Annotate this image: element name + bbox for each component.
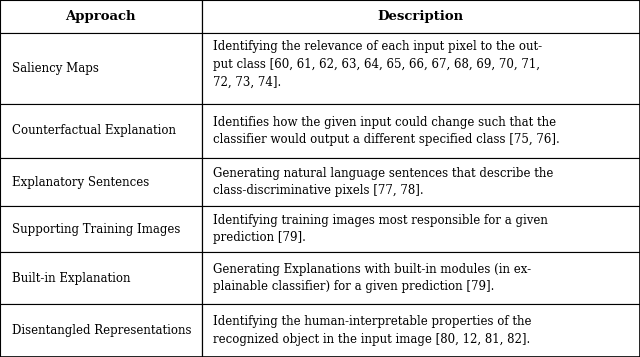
Text: Disentangled Representations: Disentangled Representations (12, 324, 191, 337)
Bar (0, 305, 202, 357)
Text: Counterfactual Explanation: Counterfactual Explanation (12, 125, 175, 137)
Text: Explanatory Sentences: Explanatory Sentences (12, 176, 148, 188)
Bar (202, 252, 640, 305)
Bar (202, 158, 640, 206)
Text: Supporting Training Images: Supporting Training Images (12, 223, 180, 236)
Text: Identifies how the given input could change such that the
classifier would outpu: Identifies how the given input could cha… (213, 116, 560, 146)
Bar (0, 158, 202, 206)
Text: Approach: Approach (65, 10, 136, 23)
Text: Identifying training images most responsible for a given
prediction [79].: Identifying training images most respons… (213, 214, 548, 244)
Bar (0, 0, 202, 33)
Bar (202, 206, 640, 252)
Text: Description: Description (378, 10, 464, 23)
Bar (202, 33, 640, 104)
Bar (202, 305, 640, 357)
Bar (0, 33, 202, 104)
Text: Generating Explanations with built-in modules (in ex-
plainable classifier) for : Generating Explanations with built-in mo… (213, 263, 531, 293)
Bar (202, 104, 640, 158)
Bar (0, 252, 202, 305)
Text: Saliency Maps: Saliency Maps (12, 62, 99, 75)
Text: Built-in Explanation: Built-in Explanation (12, 272, 130, 285)
Text: Identifying the relevance of each input pixel to the out-
put class [60, 61, 62,: Identifying the relevance of each input … (213, 40, 542, 88)
Bar (202, 0, 640, 33)
Text: Generating natural language sentences that describe the
class-discriminative pix: Generating natural language sentences th… (213, 167, 554, 197)
Bar (0, 104, 202, 158)
Text: Identifying the human-interpretable properties of the
recognized object in the i: Identifying the human-interpretable prop… (213, 316, 532, 346)
Bar (0, 206, 202, 252)
